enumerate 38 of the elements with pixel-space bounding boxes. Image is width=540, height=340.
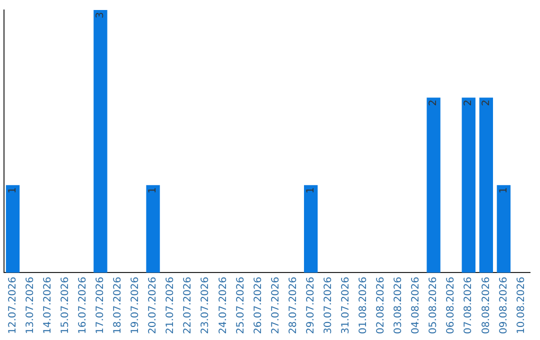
data-label: 2 bbox=[428, 100, 440, 106]
x-tick-label: 26.07.2026 bbox=[252, 276, 264, 334]
x-tick-label: 07.08.2026 bbox=[463, 276, 474, 334]
x-tick-label: 01.08.2026 bbox=[358, 276, 370, 334]
x-tick-label: 22.07.2026 bbox=[182, 276, 194, 334]
x-tick-label: 25.07.2026 bbox=[235, 276, 246, 334]
x-tick-label: 06.08.2026 bbox=[446, 276, 457, 334]
x-tick-label: 28.07.2026 bbox=[288, 276, 299, 334]
x-tick-label: 09.08.2026 bbox=[498, 276, 510, 334]
x-tick-label: 02.08.2026 bbox=[376, 276, 387, 334]
data-label: 1 bbox=[148, 187, 159, 194]
x-tick-label: 20.07.2026 bbox=[148, 276, 159, 334]
data-label: 2 bbox=[480, 100, 492, 106]
x-tick-label: 29.07.2026 bbox=[305, 276, 316, 334]
x-tick-label: 13.07.2026 bbox=[24, 276, 36, 334]
x-tick-label: 04.08.2026 bbox=[410, 276, 422, 334]
x-tick-label: 30.07.2026 bbox=[322, 276, 334, 334]
x-tick-label: 12.07.2026 bbox=[7, 276, 18, 334]
x-tick-label: 19.07.2026 bbox=[130, 276, 142, 334]
x-tick-label: 27.07.2026 bbox=[270, 276, 282, 334]
data-label: 1 bbox=[7, 187, 18, 194]
data-label: 1 bbox=[498, 187, 510, 194]
x-tick-label: 05.08.2026 bbox=[428, 276, 440, 334]
x-tick-label: 15.07.2026 bbox=[60, 276, 71, 334]
x-tick-label: 31.07.2026 bbox=[340, 276, 352, 334]
x-tick-label: 03.08.2026 bbox=[393, 276, 404, 334]
x-tick-label: 16.07.2026 bbox=[77, 276, 88, 334]
x-tick-label: 18.07.2026 bbox=[112, 276, 124, 334]
x-tick-label: 21.07.2026 bbox=[165, 276, 176, 334]
x-tick-label: 14.07.2026 bbox=[42, 276, 54, 334]
data-label: 1 bbox=[305, 187, 316, 194]
x-tick-label: 17.07.2026 bbox=[95, 276, 106, 334]
x-tick-label: 10.08.2026 bbox=[516, 276, 527, 334]
data-label: 3 bbox=[95, 12, 106, 18]
x-tick-label: 24.07.2026 bbox=[218, 276, 229, 334]
x-tick-label: 23.07.2026 bbox=[200, 276, 212, 334]
x-tick-label: 08.08.2026 bbox=[480, 276, 492, 334]
data-label: 2 bbox=[463, 100, 474, 106]
